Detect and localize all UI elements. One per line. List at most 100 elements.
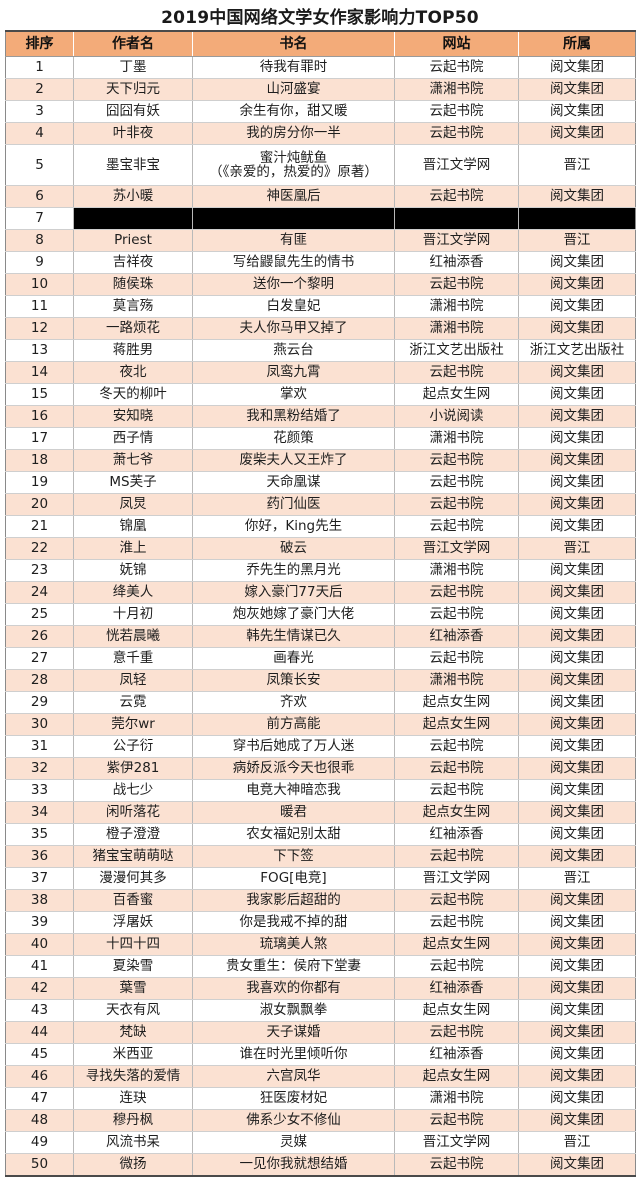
cell-rank: 7: [5, 207, 74, 230]
title-bar: 2019中国网络文学女作家影响力TOP50: [0, 0, 640, 30]
cell-rank: 18: [5, 449, 74, 472]
cell-book: 佛系少女不修仙: [192, 1109, 395, 1132]
table-row: 34 闲听落花 暖君 起点女生网 阅文集团: [5, 801, 636, 824]
cell-rank: 31: [5, 735, 74, 758]
cell-rank: 37: [5, 867, 74, 890]
cell-rank: 19: [5, 471, 74, 494]
cell-org: 阅文集团: [518, 361, 636, 384]
cell-author: 莞尔wr: [73, 713, 193, 736]
cell-site: 起点女生网: [394, 801, 519, 824]
cell-rank: 33: [5, 779, 74, 802]
cell-org: 阅文集团: [518, 122, 636, 145]
cell-book: 淑女飘飘拳: [192, 999, 395, 1022]
cell-book: 天子谋婚: [192, 1021, 395, 1044]
cell-rank: 9: [5, 251, 74, 274]
cell-author: 锦凰: [73, 515, 193, 538]
cell-org: 阅文集团: [518, 449, 636, 472]
cell-org: 阅文集团: [518, 691, 636, 714]
cell-rank: 8: [5, 229, 74, 252]
cell-book: 破云: [192, 537, 395, 560]
cell-org: 阅文集团: [518, 1153, 636, 1177]
table-row: 48 穆丹枫 佛系少女不修仙 云起书院 阅文集团: [5, 1109, 636, 1132]
cell-book: 我的房分你一半: [192, 122, 395, 145]
cell-book: 下下签: [192, 845, 395, 868]
cell-book: 凤策长安: [192, 669, 395, 692]
cell-site: 红袖添香: [394, 1043, 519, 1066]
table-row: 12 一路烦花 夫人你马甲又掉了 潇湘书院 阅文集团: [5, 317, 636, 340]
cell-site: 云起书院: [394, 1153, 519, 1177]
cell-org: 阅文集团: [518, 779, 636, 802]
cell-book: 神医凰后: [192, 185, 395, 208]
cell-rank: 42: [5, 977, 74, 1000]
cell-book: 余生有你，甜又暖: [192, 100, 395, 123]
cell-org: 阅文集团: [518, 405, 636, 428]
table-row: 46 寻找失落的爱情 六宫凤华 起点女生网 阅文集团: [5, 1065, 636, 1088]
table-row: 30 莞尔wr 前方高能 起点女生网 阅文集团: [5, 713, 636, 736]
table-row: 19 MS芙子 天命凰谋 云起书院 阅文集团: [5, 471, 636, 494]
cell-site: 云起书院: [394, 603, 519, 626]
cell-book: 穿书后她成了万人迷: [192, 735, 395, 758]
cell-site: 云起书院: [394, 955, 519, 978]
cell-author: 猪宝宝萌萌哒: [73, 845, 193, 868]
cell-org: 阅文集团: [518, 1021, 636, 1044]
column-header-book[interactable]: 书名: [192, 31, 395, 57]
cell-book: 凤鸾九霄: [192, 361, 395, 384]
cell-org: 阅文集团: [518, 251, 636, 274]
cell-book: 掌欢: [192, 383, 395, 406]
cell-book: 写给鼹鼠先生的情书: [192, 251, 395, 274]
cell-author: 云霓: [73, 691, 193, 714]
cell-book: FOG[电竞]: [192, 867, 395, 890]
cell-book: 琉璃美人煞: [192, 933, 395, 956]
table-row: 16 安知晓 我和黑粉结婚了 小说阅读 阅文集团: [5, 405, 636, 428]
cell-site: 云起书院: [394, 449, 519, 472]
cell-author: 妩锦: [73, 559, 193, 582]
cell-site: 起点女生网: [394, 383, 519, 406]
column-header-site[interactable]: 网站: [394, 31, 519, 57]
column-header-author[interactable]: 作者名: [73, 31, 193, 57]
cell-org: 阅文集团: [518, 471, 636, 494]
table-row: 33 战七少 电竞大神暗恋我 云起书院 阅文集团: [5, 779, 636, 802]
cell-site: 云起书院: [394, 100, 519, 123]
cell-org: 阅文集团: [518, 317, 636, 340]
table-row: 11 莫言殇 白发皇妃 潇湘书院 阅文集团: [5, 295, 636, 318]
cell-org: 晋江: [518, 867, 636, 890]
cell-rank: 29: [5, 691, 74, 714]
cell-book: 山河盛宴: [192, 78, 395, 101]
table-row: 49 风流书呆 灵媒 晋江文学网 晋江: [5, 1131, 636, 1154]
table-row: 40 十四十四 琉璃美人煞 起点女生网 阅文集团: [5, 933, 636, 956]
cell-site: 起点女生网: [394, 713, 519, 736]
cell-site: 云起书院: [394, 493, 519, 516]
table-row: 10 随侯珠 送你一个黎明 云起书院 阅文集团: [5, 273, 636, 296]
table-row: 32 紫伊281 病娇反派今天也很乖 云起书院 阅文集团: [5, 757, 636, 780]
cell-rank: 34: [5, 801, 74, 824]
cell-author: 西子情: [73, 427, 193, 450]
cell-book: 画春光: [192, 647, 395, 670]
cell-rank: 38: [5, 889, 74, 912]
cell-book: 谁在时光里倾听你: [192, 1043, 395, 1066]
cell-rank: 27: [5, 647, 74, 670]
cell-rank: 15: [5, 383, 74, 406]
column-header-rank[interactable]: 排序: [5, 31, 74, 57]
cell-site: 晋江文学网: [394, 229, 519, 252]
cell-site: 起点女生网: [394, 999, 519, 1022]
column-header-org[interactable]: 所属: [518, 31, 636, 57]
cell-author: 萧七爷: [73, 449, 193, 472]
table-row: 35 橙子澄澄 农女福妃别太甜 红袖添香 阅文集团: [5, 823, 636, 846]
cell-org: 阅文集团: [518, 669, 636, 692]
cell-rank: 12: [5, 317, 74, 340]
cell-org: 阅文集团: [518, 1043, 636, 1066]
cell-author: 苏小暖: [73, 185, 193, 208]
cell-author: 寻找失落的爱情: [73, 1065, 193, 1088]
cell-rank: 6: [5, 185, 74, 208]
cell-rank: 1: [5, 56, 74, 79]
cell-rank: 35: [5, 823, 74, 846]
cell-site: 云起书院: [394, 757, 519, 780]
cell-site: 小说阅读: [394, 405, 519, 428]
table-row: 5 墨宝非宝 蜜汁炖鱿鱼 （《亲爱的，热爱的》原著） 晋江文学网 晋江: [5, 144, 636, 186]
table-row: 4 叶非夜 我的房分你一半 云起书院 阅文集团: [5, 122, 636, 145]
cell-rank: 44: [5, 1021, 74, 1044]
cell-site: 潇湘书院: [394, 78, 519, 101]
cell-author: 百香蜜: [73, 889, 193, 912]
cell-rank: 5: [5, 144, 74, 186]
cell-author: 十四十四: [73, 933, 193, 956]
